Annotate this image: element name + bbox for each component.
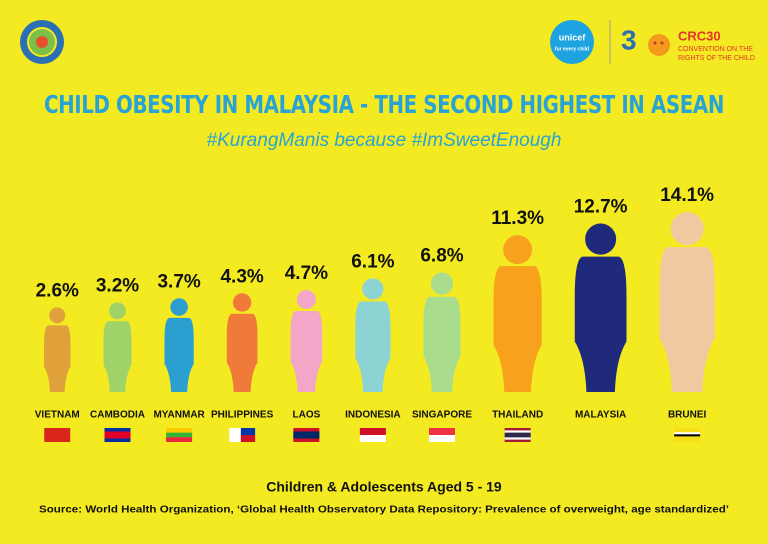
value-label: 4.7% [285,263,328,284]
flag-part [166,428,193,433]
flag-part [229,428,241,442]
category-label: MYANMAR [153,410,205,421]
flag-part [359,435,386,442]
flag-part [674,432,701,435]
flag [166,428,193,442]
value-label: 3.7% [157,271,200,292]
flag-part [104,431,131,439]
flag [359,428,386,442]
child-figure [574,223,627,392]
value-label: 11.3% [491,208,544,229]
child-figure [103,302,132,392]
crc-tagline: CONVENTION ON THE [678,46,753,53]
child-figure [164,298,194,392]
flag [293,428,320,442]
child-figure [44,307,71,392]
category-label: THAILAND [492,410,543,421]
flag [504,428,531,442]
flag-part [429,428,455,435]
value-label: 6.8% [420,246,463,267]
category-label: BRUNEI [668,410,707,421]
child-figure [226,293,258,392]
child-figure [493,235,542,392]
unicef-logo: unicef for every child [550,20,611,64]
category-label: PHILIPPINES [211,410,274,421]
flag-part [166,437,193,442]
chart-title: CHILD OBESITY IN MALAYSIA - THE SECOND H… [44,90,724,119]
flag [674,428,701,442]
child-figure [355,278,391,392]
subtitle: #KurangManis because #ImSweetEnough [207,130,562,151]
svg-text:3: 3 [621,24,637,55]
category-label: MALAYSIA [575,410,626,421]
category-label: VIETNAM [35,410,80,421]
child-figure [659,211,715,392]
source: Source: World Health Organization, ‘Glob… [39,505,729,516]
flag [229,428,256,442]
value-label: 2.6% [36,280,79,301]
flag-part [429,435,455,442]
flag [104,428,131,442]
flag-part [229,428,256,435]
value-label: 3.2% [96,275,139,296]
flag-part [166,432,193,438]
category-label: LAOS [292,410,320,421]
category-label: INDONESIA [345,410,401,421]
flag [429,428,455,442]
value-label: 14.1% [660,185,714,206]
value-label: 12.7% [574,197,628,218]
flag-part [674,434,701,437]
child-figure [290,289,323,392]
value-label: 6.1% [351,251,394,272]
flag-part [44,428,71,442]
category-label: SINGAPORE [412,410,472,421]
flag-part [504,432,531,438]
unicef-tagline: for every child [555,46,589,52]
crc-tagline: RIGHTS OF THE CHILD [678,55,755,62]
flag-part [229,435,256,442]
unicef-name: unicef [559,32,587,42]
crc-logo: 3 CRC30 CONVENTION ON THE RIGHTS OF THE … [621,24,755,61]
axis-label: Children & Adolescents Aged 5 - 19 [266,479,502,495]
category-label: CAMBODIA [90,410,145,421]
flag [44,428,71,442]
crc-name: CRC30 [678,28,721,43]
flag-part [359,428,386,435]
flag-part [293,431,320,439]
child-figure [423,272,461,392]
value-label: 4.3% [220,266,263,287]
left-emblem [20,20,64,64]
